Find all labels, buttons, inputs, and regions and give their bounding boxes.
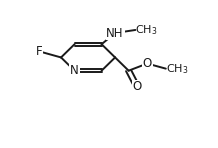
Text: CH$_3$: CH$_3$: [135, 23, 158, 37]
Text: F: F: [36, 45, 42, 58]
Text: O: O: [143, 57, 152, 70]
Text: N: N: [70, 64, 79, 77]
Text: O: O: [133, 81, 142, 93]
Text: CH$_3$: CH$_3$: [166, 62, 188, 75]
Text: NH: NH: [106, 26, 124, 40]
